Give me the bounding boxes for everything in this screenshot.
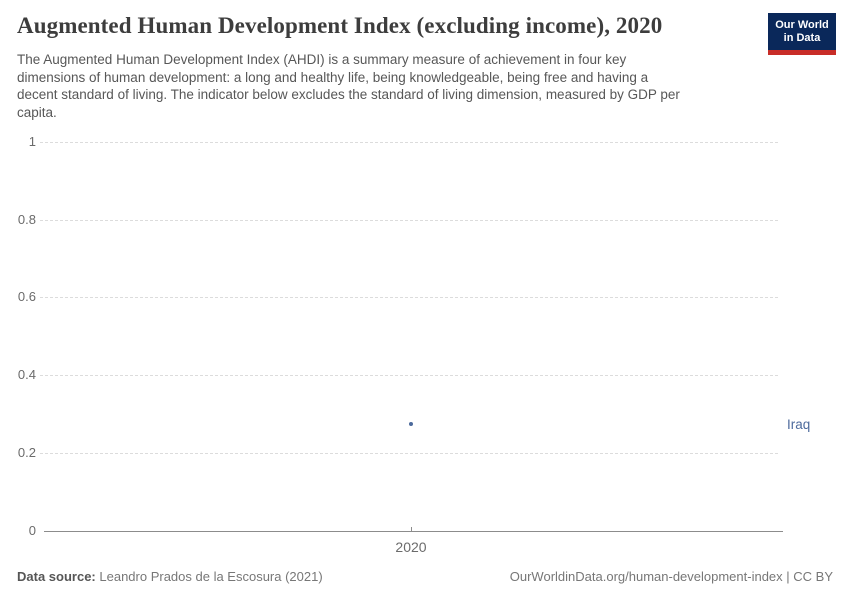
x-axis-line [44,531,783,532]
gridline-0-8 [40,220,778,221]
chart-subtitle: The Augmented Human Development Index (A… [17,51,762,122]
chart-title: Augmented Human Development Index (exclu… [17,13,663,38]
chart-footer: Data source: Leandro Prados de la Escosu… [17,569,833,584]
owid-logo-line1: Our World [775,18,829,31]
gridline-1 [40,142,778,143]
data-source-text: Leandro Prados de la Escosura (2021) [99,569,323,584]
data-source-label: Data source: [17,569,96,584]
gridline-0-4 [40,375,778,376]
entity-label-iraq[interactable]: Iraq [787,417,811,432]
subtitle-line: dimensions of human development: a long … [17,69,649,85]
gridline-0-2 [40,453,778,454]
owid-logo[interactable]: Our World in Data [768,13,836,55]
owid-logo-line2: in Data [783,31,821,44]
y-tick-label-1: 1 [28,134,36,149]
y-tick-label-0-8: 0.8 [17,212,36,227]
y-tick-label-0-6: 0.6 [17,289,36,304]
gridline-0-6 [40,297,778,298]
footer-url-license: OurWorldinData.org/human-development-ind… [509,569,833,584]
data-source-note: Data source: Leandro Prados de la Escosu… [17,569,323,584]
x-axis-tick-2020 [411,527,412,531]
y-tick-label-0: 0 [28,523,36,538]
subtitle-line: decent standard of living. The indicator… [17,87,680,103]
y-tick-label-0-4: 0.4 [17,367,36,382]
x-tick-label-2020: 2020 [395,539,427,555]
y-tick-label-0-2: 0.2 [17,445,36,460]
data-point-iraq[interactable] [409,422,413,426]
subtitle-line: The Augmented Human Development Index (A… [17,52,627,67]
subtitle-line: capita. [17,105,57,121]
